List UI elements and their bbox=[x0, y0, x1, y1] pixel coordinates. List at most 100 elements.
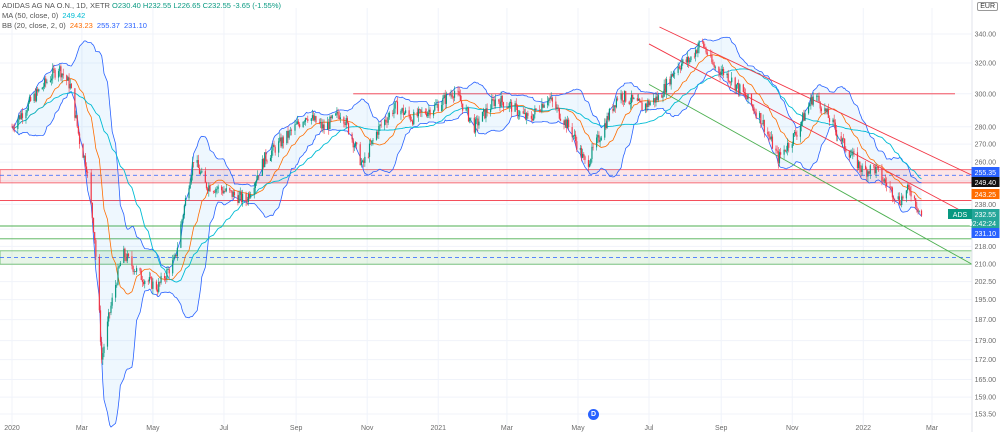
candle-body bbox=[604, 123, 606, 138]
candle-body bbox=[428, 109, 430, 113]
candle-body bbox=[636, 98, 638, 101]
channel-line-middle bbox=[648, 43, 973, 218]
price-label-text: 231.10 bbox=[975, 231, 997, 238]
candle-body bbox=[564, 119, 566, 125]
candle-body bbox=[361, 160, 364, 162]
candle-body bbox=[208, 185, 210, 192]
candle-body bbox=[34, 93, 36, 101]
candle-body bbox=[885, 182, 888, 187]
candle-body bbox=[237, 195, 239, 203]
candle-body bbox=[771, 136, 774, 149]
y-tick-label: 270.00 bbox=[975, 142, 997, 149]
candle-body bbox=[483, 109, 485, 112]
candle-body bbox=[788, 142, 790, 148]
candle-body bbox=[484, 109, 486, 119]
candle-body bbox=[750, 94, 753, 105]
candle-body bbox=[116, 284, 118, 286]
candle-body bbox=[189, 182, 191, 189]
candle-body bbox=[286, 130, 288, 144]
candle-body bbox=[265, 152, 267, 161]
candle-body bbox=[57, 71, 60, 78]
candle-body bbox=[61, 73, 63, 78]
candle-body bbox=[775, 148, 777, 151]
price-label-tag bbox=[971, 189, 1000, 199]
candle-body bbox=[580, 148, 583, 158]
candle-body bbox=[681, 63, 683, 70]
candle-body bbox=[795, 131, 797, 135]
candle-body bbox=[493, 99, 495, 106]
candle-body bbox=[403, 113, 406, 115]
candle-body bbox=[820, 108, 822, 112]
candle-body bbox=[584, 156, 586, 160]
candle-body bbox=[101, 341, 103, 360]
candle-body bbox=[641, 102, 643, 111]
candle-body bbox=[269, 157, 272, 161]
candle-body bbox=[633, 98, 635, 100]
candle-body bbox=[384, 119, 386, 126]
candle-body bbox=[339, 117, 342, 120]
candle-body bbox=[711, 54, 713, 63]
candle-body bbox=[714, 66, 716, 68]
x-tick-label: Jul bbox=[645, 425, 654, 432]
candle-body bbox=[582, 153, 584, 158]
candle-body bbox=[245, 193, 247, 202]
candle-body bbox=[671, 74, 673, 77]
candle-body bbox=[248, 193, 251, 198]
candle-body bbox=[828, 117, 831, 122]
candle-body bbox=[665, 78, 668, 93]
candle-body bbox=[877, 167, 880, 169]
candle-body bbox=[747, 94, 749, 100]
candle-body bbox=[392, 112, 394, 114]
candle-body bbox=[126, 253, 128, 261]
candle-body bbox=[385, 119, 387, 122]
candle-body bbox=[662, 96, 664, 98]
change-value: -3.65 (-1.55%) bbox=[233, 1, 281, 10]
candle-body bbox=[232, 191, 234, 197]
candle-body bbox=[902, 196, 904, 199]
candle-body bbox=[663, 84, 665, 97]
candle-body bbox=[688, 57, 690, 63]
candle-body bbox=[147, 280, 149, 282]
y-tick-label: 159.00 bbox=[975, 395, 997, 402]
candle-body bbox=[429, 109, 431, 116]
candle-body bbox=[54, 69, 56, 78]
candle-body bbox=[27, 102, 29, 111]
candle-body bbox=[704, 46, 706, 49]
candle-body bbox=[142, 282, 145, 285]
candle-body bbox=[148, 277, 151, 282]
candle-body bbox=[336, 111, 338, 114]
candle-body bbox=[427, 112, 429, 117]
candle-body bbox=[437, 104, 439, 112]
candle-body bbox=[346, 118, 348, 123]
y-tick-label: 340.00 bbox=[975, 32, 997, 39]
candle-body bbox=[630, 94, 633, 104]
candle-body bbox=[85, 166, 88, 173]
candle-body bbox=[696, 50, 698, 54]
candle-body bbox=[909, 187, 911, 192]
candle-body bbox=[555, 101, 557, 109]
candle-body bbox=[540, 110, 542, 112]
y-tick-label: 210.00 bbox=[975, 262, 997, 269]
candle-body bbox=[739, 84, 741, 94]
candle-body bbox=[136, 268, 138, 272]
candle-body bbox=[307, 119, 309, 122]
candle-body bbox=[697, 47, 699, 54]
candle-body bbox=[94, 232, 96, 241]
candle-body bbox=[647, 100, 649, 108]
dividend-event-icon[interactable]: D bbox=[588, 409, 599, 420]
candle-body bbox=[115, 285, 117, 298]
candle-body bbox=[527, 113, 529, 116]
candle-body bbox=[201, 171, 203, 173]
candle-body bbox=[873, 165, 875, 167]
candle-body bbox=[417, 109, 420, 117]
candle-body bbox=[533, 114, 535, 121]
candle-body bbox=[281, 137, 283, 147]
candle-body bbox=[436, 104, 438, 105]
candle-body bbox=[367, 156, 369, 158]
candle-body bbox=[649, 102, 651, 106]
candle-body bbox=[558, 108, 560, 119]
candle-body bbox=[408, 110, 410, 116]
candle-body bbox=[672, 73, 675, 77]
currency-badge[interactable]: EUR bbox=[977, 2, 998, 11]
